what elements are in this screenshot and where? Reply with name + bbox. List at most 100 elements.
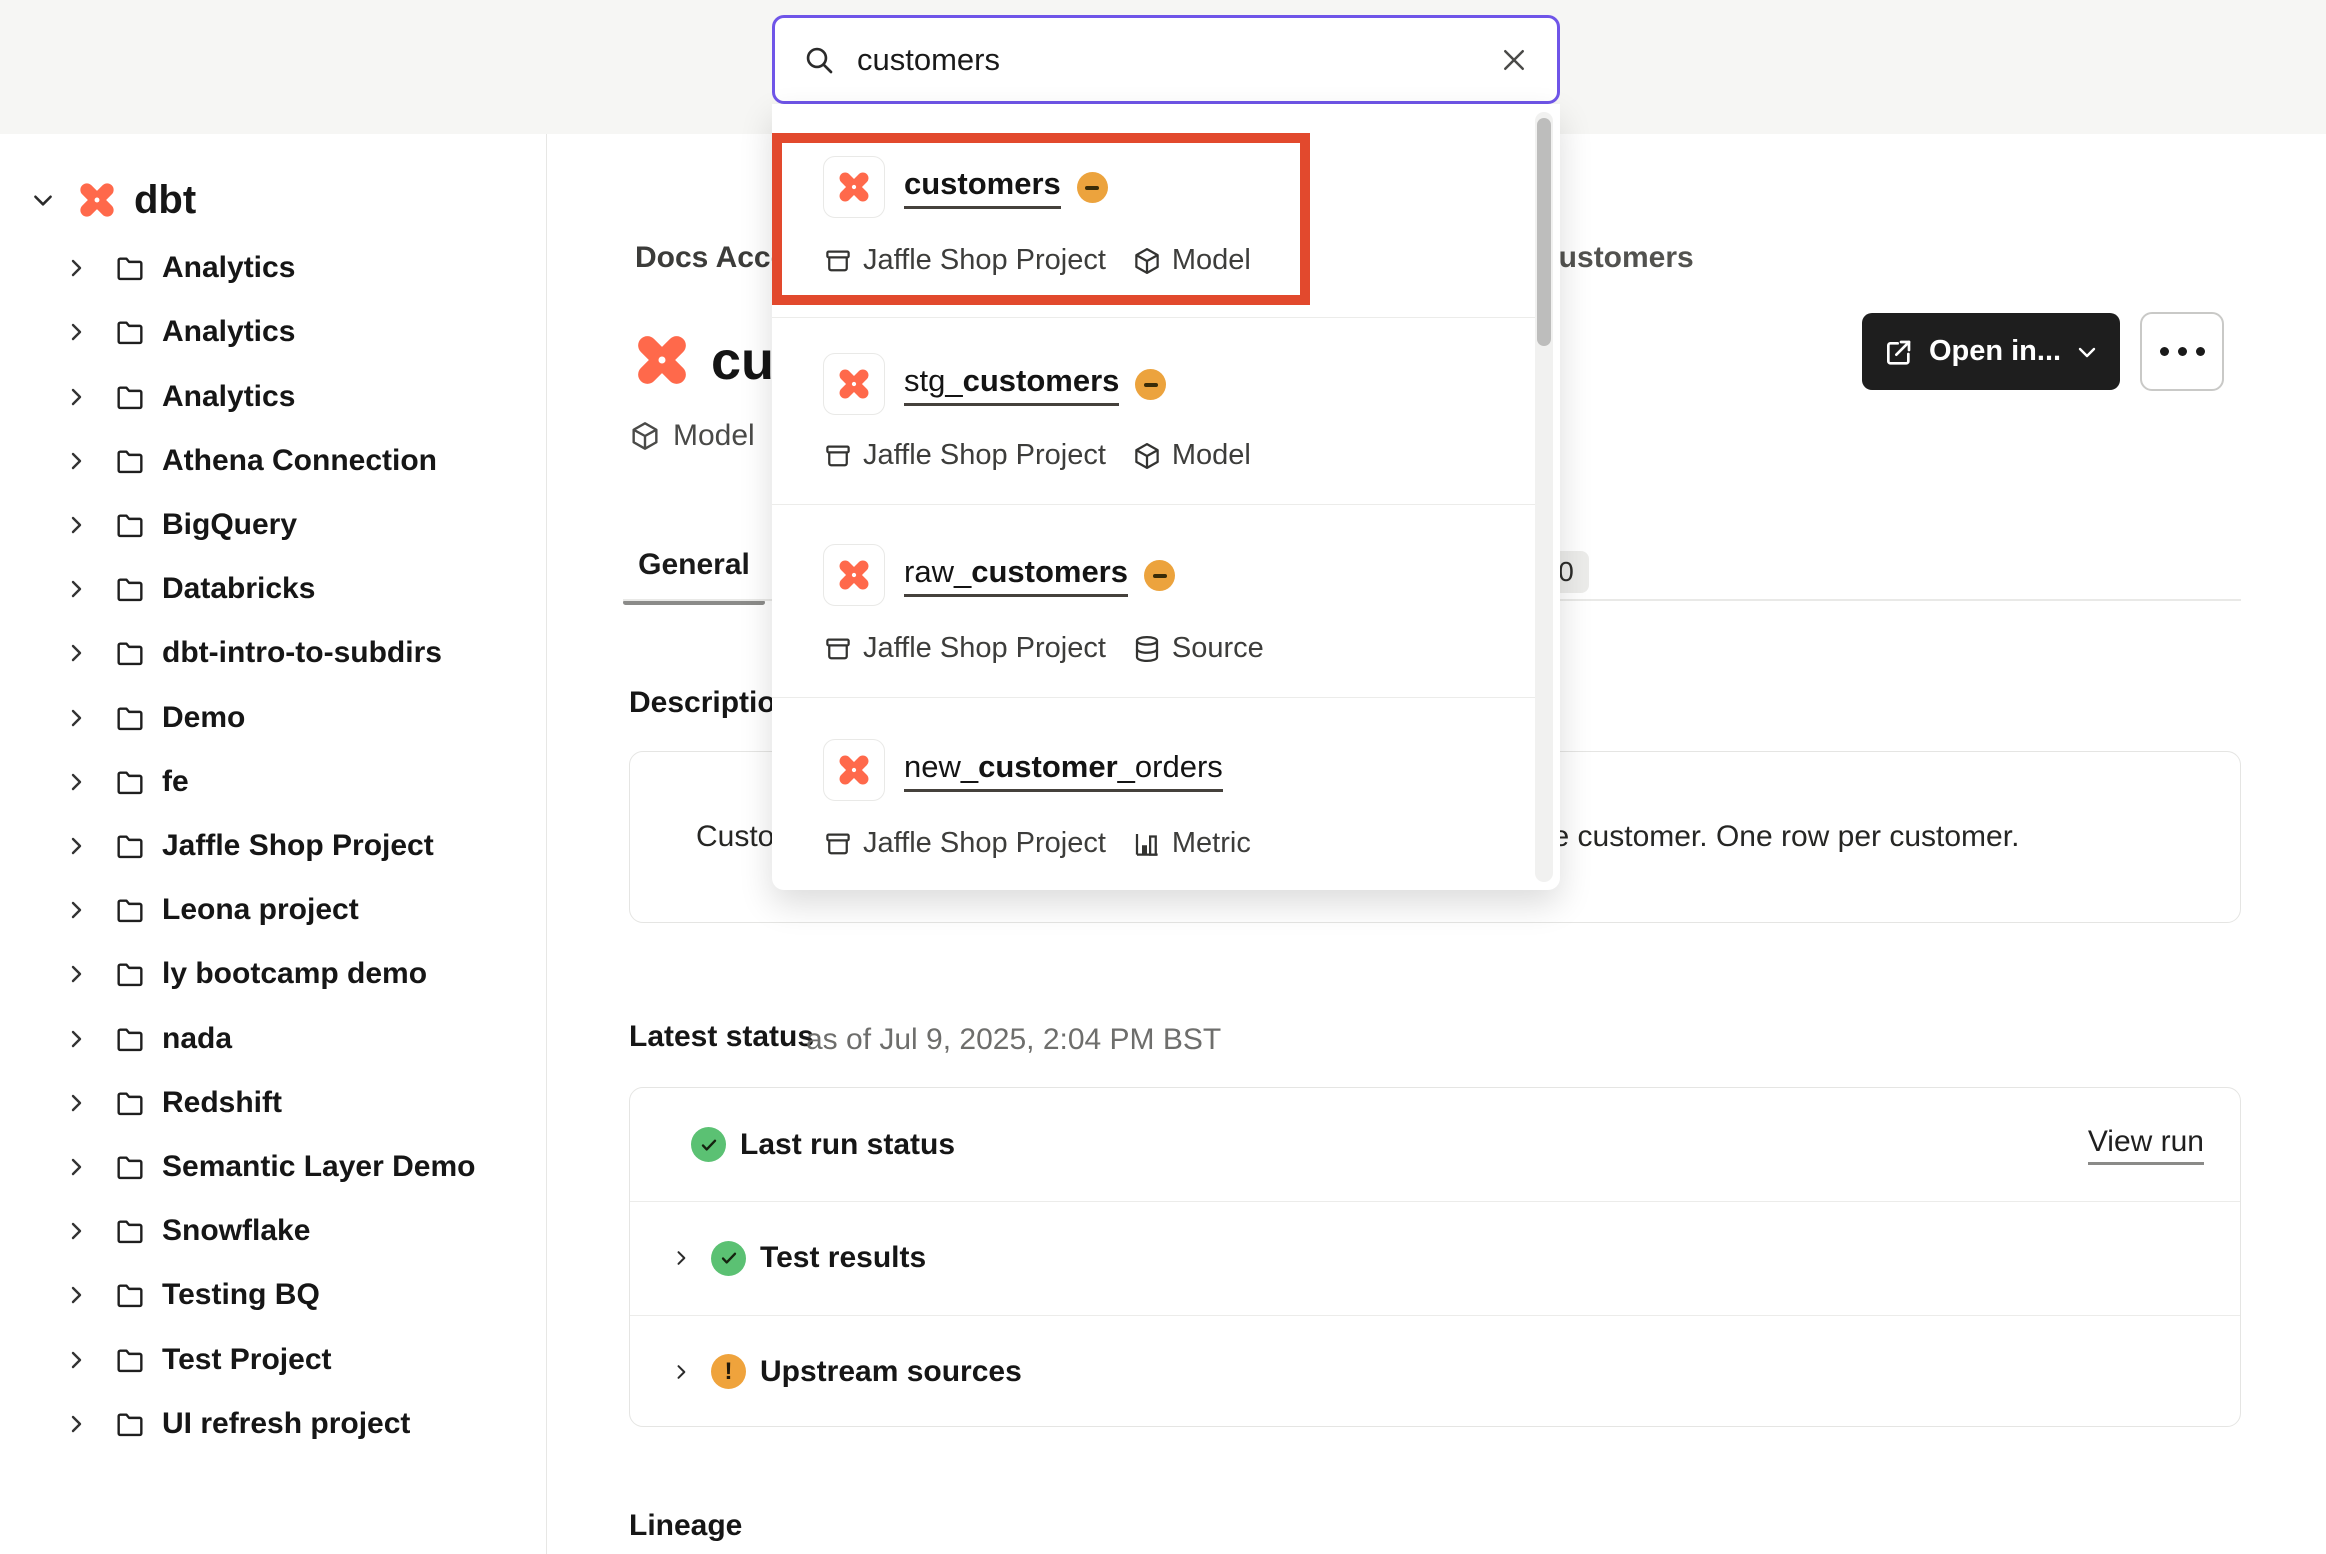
sidebar-item-label: ly bootcamp demo bbox=[162, 957, 428, 990]
sidebar-item-athena-connection[interactable]: Athena Connection bbox=[0, 429, 546, 493]
chevron-right-icon[interactable] bbox=[64, 706, 88, 730]
chevron-right-icon[interactable] bbox=[64, 1155, 88, 1179]
chevron-right-icon[interactable] bbox=[64, 385, 88, 409]
sidebar-item-testing-bq[interactable]: Testing BQ bbox=[0, 1263, 546, 1327]
sidebar-item-jaffle-shop-project[interactable]: Jaffle Shop Project bbox=[0, 814, 546, 878]
source-type-icon bbox=[1132, 634, 1162, 664]
project-icon bbox=[823, 246, 853, 276]
scrollbar-thumb[interactable] bbox=[1537, 118, 1551, 346]
search-result-customers[interactable]: customers Jaffle Shop Project Model bbox=[772, 104, 1535, 317]
test-results-label: Test results bbox=[760, 1241, 927, 1274]
result-project: Jaffle Shop Project bbox=[863, 827, 1106, 859]
sidebar-item-databricks[interactable]: Databricks bbox=[0, 557, 546, 621]
result-name[interactable]: customers bbox=[904, 166, 1061, 209]
dbt-logo-icon bbox=[823, 353, 885, 415]
test-results-row[interactable]: Test results bbox=[630, 1201, 2240, 1314]
dbt-logo-icon bbox=[823, 156, 885, 218]
chevron-right-icon[interactable] bbox=[64, 320, 88, 344]
sidebar-item-snowflake[interactable]: Snowflake bbox=[0, 1199, 546, 1263]
result-type: Metric bbox=[1171, 827, 1251, 859]
resource-type-row: Model ( bbox=[629, 419, 791, 453]
sidebar-item-analytics-1[interactable]: Analytics bbox=[0, 236, 546, 300]
folder-icon bbox=[114, 830, 146, 862]
folder-icon bbox=[114, 573, 146, 605]
sidebar-item-bigquery[interactable]: BigQuery bbox=[0, 493, 546, 557]
result-name[interactable]: stg_customers bbox=[904, 363, 1120, 406]
trust-badge-icon bbox=[1135, 369, 1167, 400]
folder-icon bbox=[114, 766, 146, 798]
search-box[interactable] bbox=[772, 15, 1560, 104]
search-result-stg-customers[interactable]: stg_customers Jaffle Shop Project Model bbox=[772, 317, 1535, 504]
folder-icon bbox=[114, 316, 146, 348]
last-run-status-label: Last run status bbox=[740, 1127, 956, 1161]
folder-icon bbox=[114, 894, 146, 926]
sidebar-item-redshift[interactable]: Redshift bbox=[0, 1071, 546, 1135]
sidebar-item-label: nada bbox=[162, 1022, 233, 1055]
latest-status-heading: Latest status bbox=[629, 1020, 815, 1053]
chevron-right-icon[interactable] bbox=[64, 641, 88, 665]
sidebar-item-dbt-root[interactable]: dbt bbox=[0, 164, 546, 236]
search-result-raw-customers[interactable]: raw_customers Jaffle Shop Project Source bbox=[772, 504, 1535, 697]
chevron-right-icon[interactable] bbox=[64, 1283, 88, 1307]
result-project: Jaffle Shop Project bbox=[863, 632, 1106, 664]
search-results-dropdown: customers Jaffle Shop Project Model stg_… bbox=[772, 104, 1560, 890]
more-options-button[interactable] bbox=[2140, 312, 2224, 391]
sidebar-item-label: Jaffle Shop Project bbox=[162, 829, 434, 862]
folder-icon bbox=[114, 381, 146, 413]
sidebar-item-ui-refresh-project[interactable]: UI refresh project bbox=[0, 1392, 546, 1456]
dropdown-divider bbox=[772, 697, 1535, 698]
search-icon bbox=[803, 44, 835, 76]
dbt-logo-icon bbox=[823, 739, 885, 801]
chevron-right-icon[interactable] bbox=[64, 1027, 88, 1051]
close-icon[interactable] bbox=[1499, 45, 1529, 75]
chevron-right-icon[interactable] bbox=[64, 834, 88, 858]
sidebar-item-analytics-2[interactable]: Analytics bbox=[0, 300, 546, 364]
view-run-link[interactable]: View run bbox=[2087, 1125, 2204, 1165]
sidebar-item-label: Redshift bbox=[162, 1086, 282, 1119]
model-type-icon bbox=[1132, 246, 1162, 276]
tab-general[interactable]: General bbox=[623, 548, 765, 605]
chevron-down-icon[interactable] bbox=[30, 187, 56, 213]
sidebar-item-label: Leona project bbox=[162, 893, 359, 926]
chevron-right-icon[interactable] bbox=[671, 1246, 691, 1270]
sidebar-item-fe[interactable]: fe bbox=[0, 750, 546, 814]
chevron-right-icon[interactable] bbox=[64, 1348, 88, 1372]
sidebar-item-semantic-layer-demo[interactable]: Semantic Layer Demo bbox=[0, 1135, 546, 1199]
sidebar-item-ly-bootcamp-demo[interactable]: ly bootcamp demo bbox=[0, 942, 546, 1006]
last-run-status-row: Last run status View run bbox=[630, 1088, 2240, 1201]
sidebar-item-test-project[interactable]: Test Project bbox=[0, 1328, 546, 1392]
folder-icon bbox=[114, 1344, 146, 1376]
folder-icon bbox=[114, 1279, 146, 1311]
result-project: Jaffle Shop Project bbox=[863, 439, 1106, 471]
result-name[interactable]: raw_customers bbox=[904, 554, 1128, 597]
sidebar-item-demo[interactable]: Demo bbox=[0, 686, 546, 750]
chevron-right-icon[interactable] bbox=[64, 1219, 88, 1243]
chevron-right-icon[interactable] bbox=[64, 577, 88, 601]
result-type: Model bbox=[1171, 439, 1251, 471]
chevron-right-icon[interactable] bbox=[64, 449, 88, 473]
chevron-right-icon[interactable] bbox=[64, 513, 88, 537]
open-in-label: Open in... bbox=[1928, 335, 2062, 367]
active-tab-underline bbox=[623, 600, 765, 605]
sidebar-item-label: Testing BQ bbox=[162, 1278, 320, 1311]
chevron-right-icon[interactable] bbox=[64, 898, 88, 922]
sidebar-item-leona-project[interactable]: Leona project bbox=[0, 878, 546, 942]
chevron-right-icon[interactable] bbox=[64, 1412, 88, 1436]
chevron-right-icon[interactable] bbox=[671, 1360, 691, 1384]
chevron-right-icon[interactable] bbox=[64, 962, 88, 986]
chevron-right-icon[interactable] bbox=[64, 256, 88, 280]
sidebar-item-dbt-intro-to-subdirs[interactable]: dbt-intro-to-subdirs bbox=[0, 621, 546, 685]
chevron-right-icon[interactable] bbox=[64, 1091, 88, 1115]
search-input[interactable] bbox=[857, 41, 1499, 78]
chevron-right-icon[interactable] bbox=[64, 770, 88, 794]
metric-type-icon bbox=[1132, 829, 1162, 859]
search-result-new-customer-orders[interactable]: new_customer_orders Jaffle Shop Project … bbox=[772, 697, 1535, 890]
external-link-icon bbox=[1883, 336, 1915, 368]
sidebar-item-nada[interactable]: nada bbox=[0, 1007, 546, 1071]
sidebar-item-analytics-3[interactable]: Analytics bbox=[0, 365, 546, 429]
result-name[interactable]: new_customer_orders bbox=[904, 749, 1223, 792]
upstream-sources-row[interactable]: ! Upstream sources bbox=[630, 1315, 2240, 1427]
open-in-button[interactable]: Open in... bbox=[1862, 313, 2120, 390]
sidebar-item-label: Semantic Layer Demo bbox=[162, 1150, 476, 1183]
